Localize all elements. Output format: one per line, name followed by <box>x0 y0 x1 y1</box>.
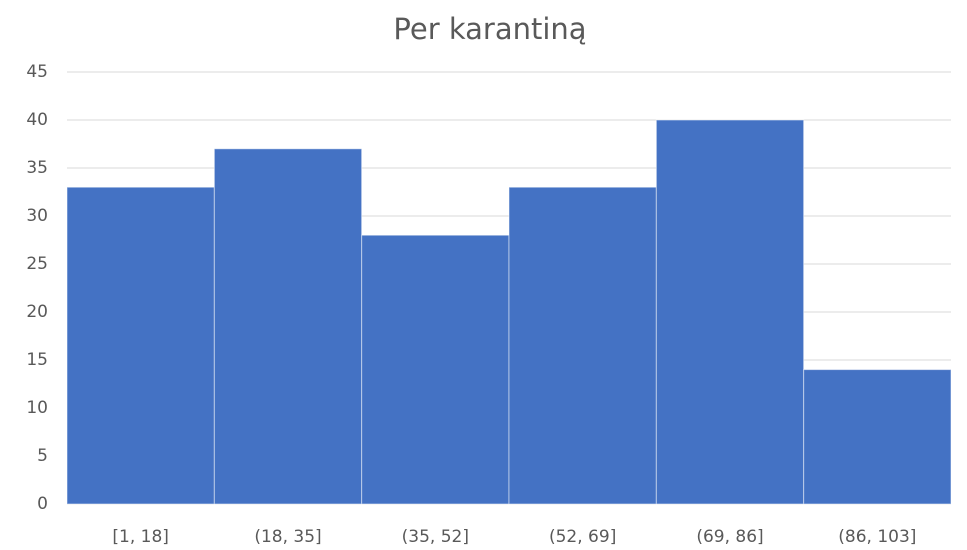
bar <box>66 186 215 505</box>
y-tick-label: 20 <box>26 302 48 322</box>
x-tick-label: (86, 103] <box>838 527 916 547</box>
y-tick-label: 35 <box>26 158 48 178</box>
x-tick-label: [1, 18] <box>112 527 169 547</box>
y-tick-label: 40 <box>26 110 48 130</box>
bar <box>655 119 805 505</box>
x-tick-label: (69, 86] <box>696 527 763 547</box>
y-tick-label: 5 <box>37 446 48 466</box>
bar <box>803 369 952 505</box>
bar <box>361 234 510 505</box>
y-tick-label: 30 <box>26 206 48 226</box>
chart-title: Per karantiną <box>393 12 586 46</box>
y-tick-label: 0 <box>37 494 48 514</box>
y-tick-label: 15 <box>26 350 48 370</box>
x-tick-label: (52, 69] <box>549 527 616 547</box>
bar <box>508 186 657 505</box>
y-tick-label: 45 <box>26 62 48 82</box>
bar <box>213 148 363 505</box>
y-tick-label: 10 <box>26 398 48 418</box>
x-tick-label: (35, 52] <box>402 527 469 547</box>
x-tick-label: (18, 35] <box>254 527 321 547</box>
y-tick-label: 25 <box>26 254 48 274</box>
